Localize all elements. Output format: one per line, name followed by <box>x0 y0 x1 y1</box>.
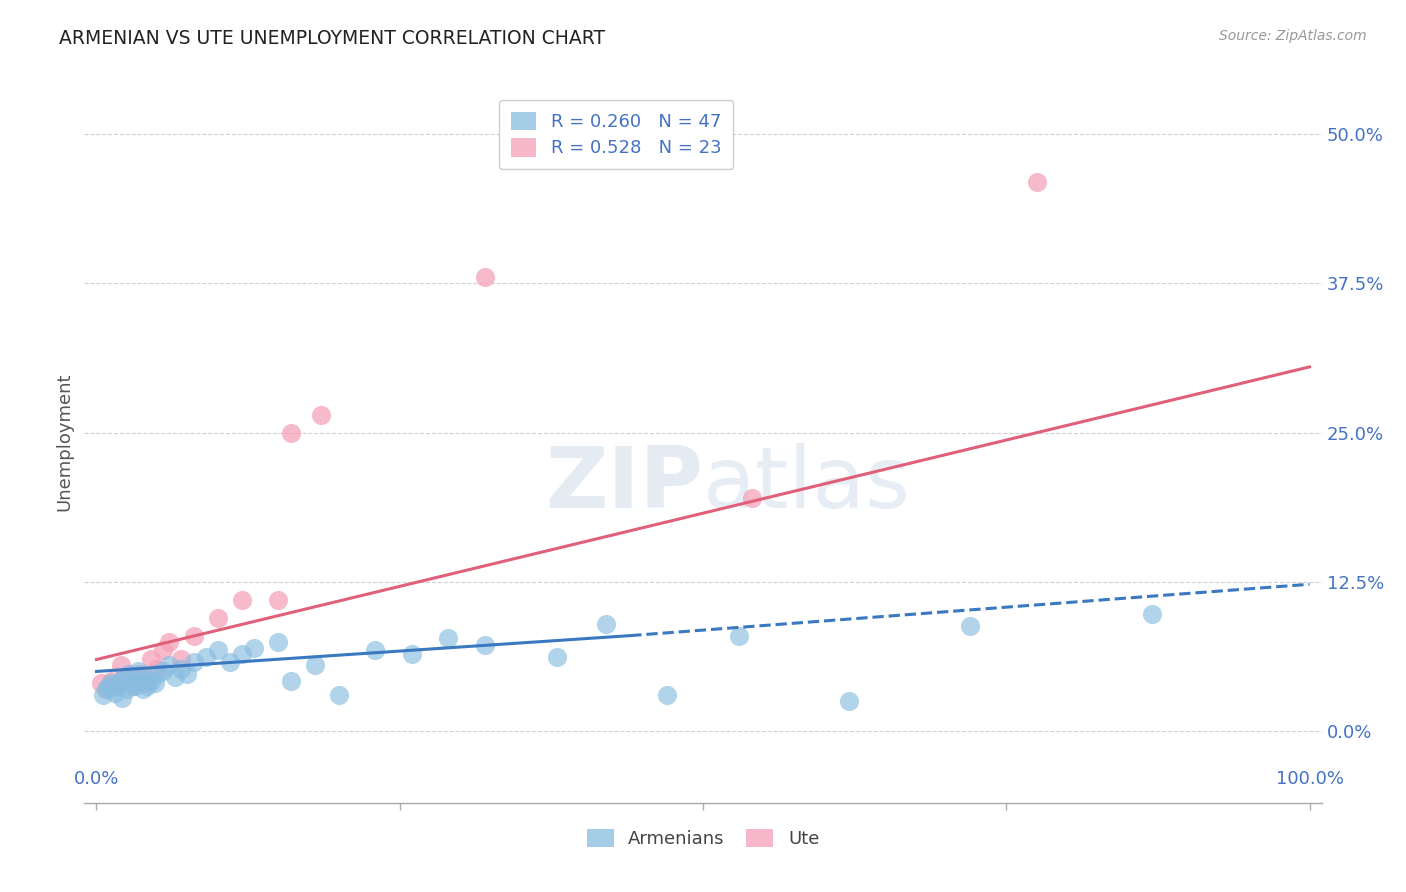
Point <box>152 643 174 657</box>
Point <box>207 643 229 657</box>
Point <box>157 658 180 673</box>
Point <box>728 629 751 643</box>
Point <box>152 665 174 679</box>
Point <box>110 658 132 673</box>
Point <box>115 682 138 697</box>
Point <box>838 694 860 708</box>
Point <box>96 682 118 697</box>
Y-axis label: Unemployment: Unemployment <box>55 372 73 511</box>
Point <box>100 673 122 688</box>
Point <box>96 682 118 697</box>
Point <box>328 689 350 703</box>
Point <box>304 658 326 673</box>
Point <box>91 689 114 703</box>
Text: 100.0%: 100.0% <box>1275 770 1344 788</box>
Point <box>231 647 253 661</box>
Point <box>97 679 120 693</box>
Text: Source: ZipAtlas.com: Source: ZipAtlas.com <box>1219 29 1367 43</box>
Point <box>129 673 152 688</box>
Point <box>146 662 169 676</box>
Point <box>267 592 290 607</box>
Point <box>118 666 141 681</box>
Point <box>122 676 145 690</box>
Point <box>131 682 153 697</box>
Point <box>959 619 981 633</box>
Point <box>170 652 193 666</box>
Point <box>1140 607 1163 621</box>
Text: atlas: atlas <box>703 443 911 526</box>
Point <box>108 673 131 688</box>
Point <box>139 673 162 688</box>
Point <box>176 666 198 681</box>
Point <box>194 650 217 665</box>
Point <box>100 676 122 690</box>
Point <box>364 643 387 657</box>
Text: ARMENIAN VS UTE UNEMPLOYMENT CORRELATION CHART: ARMENIAN VS UTE UNEMPLOYMENT CORRELATION… <box>59 29 605 47</box>
Point <box>280 425 302 440</box>
Point <box>243 640 266 655</box>
Point <box>280 673 302 688</box>
Point <box>165 670 187 684</box>
Point <box>1025 175 1047 189</box>
Point <box>437 631 460 645</box>
Point <box>655 689 678 703</box>
Point <box>127 665 149 679</box>
Point <box>546 650 568 665</box>
Point <box>111 690 134 705</box>
Point <box>170 662 193 676</box>
Point <box>183 655 205 669</box>
Point <box>105 679 128 693</box>
Point <box>90 676 112 690</box>
Point <box>474 638 496 652</box>
Point <box>134 670 156 684</box>
Text: ZIP: ZIP <box>546 443 703 526</box>
Point <box>146 666 169 681</box>
Point <box>124 679 146 693</box>
Point <box>139 652 162 666</box>
Point <box>122 679 145 693</box>
Point <box>267 634 290 648</box>
Point <box>207 610 229 624</box>
Point <box>104 679 127 693</box>
Point <box>136 679 159 693</box>
Point <box>474 270 496 285</box>
Text: 0.0%: 0.0% <box>73 770 120 788</box>
Point <box>309 408 332 422</box>
Point <box>134 676 156 690</box>
Point <box>112 670 135 684</box>
Point <box>157 634 180 648</box>
Point <box>143 676 166 690</box>
Legend: Armenians, Ute: Armenians, Ute <box>579 822 827 855</box>
Point <box>401 647 423 661</box>
Point <box>219 655 242 669</box>
Point <box>741 491 763 506</box>
Point <box>128 666 150 681</box>
Point <box>231 592 253 607</box>
Point <box>595 616 617 631</box>
Point <box>104 686 127 700</box>
Point <box>183 629 205 643</box>
Point <box>115 670 138 684</box>
